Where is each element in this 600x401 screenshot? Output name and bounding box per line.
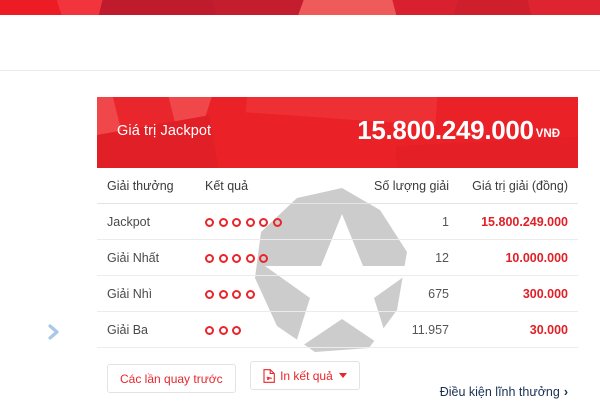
decor-shard [522, 0, 600, 15]
carousel-next-button[interactable] [44, 322, 64, 342]
card-footer: Các lần quay trước In kết quả Điều kiện … [97, 361, 578, 401]
table-header-row: Giải thưởng Kết quả Số lượng giải Giá tr… [97, 168, 578, 204]
chevron-right-icon [48, 324, 59, 340]
table-row: Giải Nhất 12 10.000.000 [97, 239, 578, 276]
print-result-label: In kết quả [280, 368, 333, 383]
chevron-down-icon [338, 373, 347, 378]
result-ball-icon [218, 325, 228, 335]
prize-name: Giải Nhất [107, 251, 160, 265]
result-ball-icon [245, 217, 255, 227]
result-balls [205, 325, 335, 335]
prize-table-body: Jackpot 1 15.800.249.000 Giải Nhất 12 10… [97, 203, 578, 348]
prize-name: Giải Ba [107, 323, 148, 337]
jackpot-currency: VNĐ [535, 128, 560, 140]
prize-table: Giải thưởng Kết quả Số lượng giải Giá tr… [97, 168, 578, 348]
prize-value: 30.000 [529, 323, 568, 337]
result-balls [205, 289, 335, 299]
result-ball-icon [205, 217, 214, 227]
result-ball-icon [245, 289, 255, 299]
table-row: Giải Nhì 675 300.000 [97, 275, 578, 312]
prize-name: Giải Nhì [107, 287, 153, 301]
previous-draws-label: Các lần quay trước [120, 371, 223, 386]
result-ball-icon [205, 253, 214, 263]
prize-terms-label: Điều kiện lĩnh thưởng [439, 385, 560, 399]
prize-table-area: Giải thưởng Kết quả Số lượng giải Giá tr… [97, 168, 578, 352]
column-header-count: Số lượng giải [335, 168, 449, 204]
prize-terms-link[interactable]: Điều kiện lĩnh thưởng › [440, 385, 568, 399]
result-ball-icon [259, 253, 268, 263]
result-ball-icon [218, 253, 228, 263]
result-ball-icon [259, 217, 268, 227]
result-ball-icon [272, 217, 282, 227]
result-ball-icon [232, 289, 241, 299]
winner-count: 11.957 [411, 323, 449, 337]
top-red-band [0, 0, 600, 15]
jackpot-result-card: Giá trị Jackpot 15.800.249.000 VNĐ Giải t… [97, 97, 578, 400]
prize-value: 15.800.249.000 [481, 215, 568, 229]
column-header-prize: Giải thưởng [97, 168, 205, 204]
winner-count: 675 [428, 287, 449, 301]
result-ball-icon [232, 253, 241, 263]
jackpot-value-banner: Giá trị Jackpot 15.800.249.000 VNĐ [97, 97, 578, 168]
jackpot-label: Giá trị Jackpot [117, 123, 212, 139]
winner-count: 12 [435, 251, 449, 265]
column-header-result: Kết quả [205, 168, 335, 204]
result-ball-icon [232, 217, 241, 227]
result-ball-icon [218, 217, 228, 227]
table-row: Giải Ba 11.957 30.000 [97, 311, 578, 348]
result-ball-icon [218, 289, 228, 299]
pdf-file-icon [263, 368, 275, 383]
chevron-right-text-icon: › [563, 385, 568, 399]
jackpot-amount-group: 15.800.249.000 VNĐ [357, 115, 560, 146]
prize-name: Jackpot [107, 215, 151, 229]
prize-value: 300.000 [522, 287, 568, 301]
previous-draws-button[interactable]: Các lần quay trước [107, 364, 236, 393]
section-divider [0, 70, 600, 71]
result-ball-icon [205, 289, 214, 299]
result-balls [205, 253, 335, 263]
result-ball-icon [232, 325, 241, 335]
column-header-value: Giá trị giải (đồng) [449, 168, 578, 204]
table-row: Jackpot 1 15.800.249.000 [97, 203, 578, 240]
result-balls [205, 217, 335, 227]
print-result-button[interactable]: In kết quả [250, 361, 360, 390]
jackpot-amount: 15.800.249.000 [357, 115, 534, 145]
winner-count: 1 [442, 215, 449, 229]
result-ball-icon [205, 325, 214, 335]
prize-value: 10.000.000 [505, 251, 568, 265]
result-ball-icon [245, 253, 255, 263]
